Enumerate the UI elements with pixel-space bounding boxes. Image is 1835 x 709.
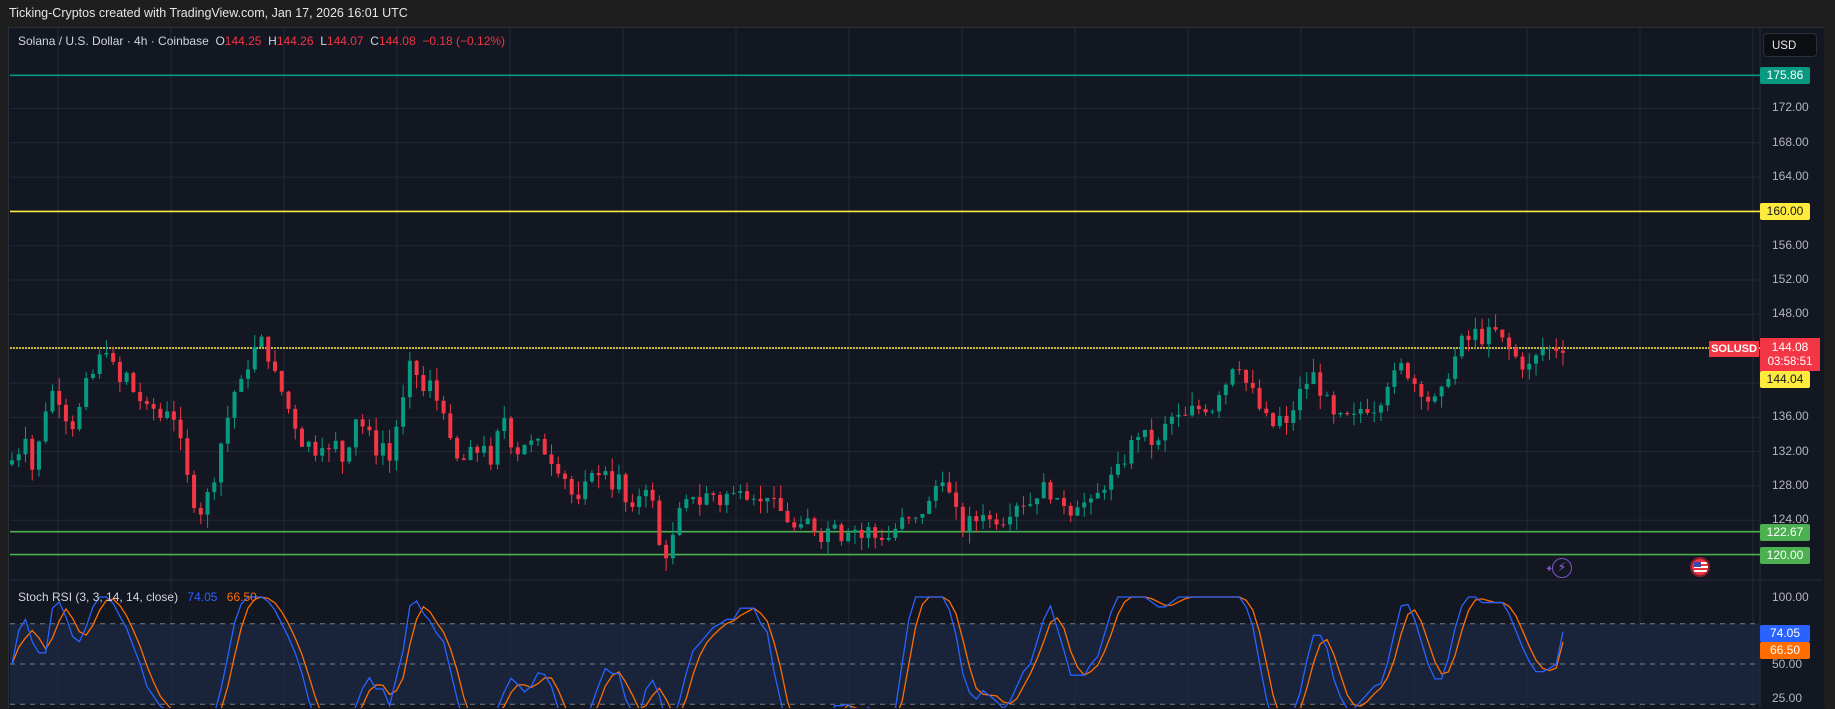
- level-tag: 175.86: [1760, 67, 1810, 85]
- price-tick: 156.00: [1772, 237, 1809, 252]
- level-tag: 160.00: [1760, 203, 1810, 221]
- last-price: 144.08: [1771, 340, 1809, 354]
- currency-button[interactable]: USD: [1763, 33, 1817, 57]
- rsi-d-tag: 66.50: [1760, 642, 1810, 659]
- prev-close-tag: 144.04: [1760, 371, 1810, 388]
- high-value: 144.26: [276, 34, 314, 48]
- price-tick: 132.00: [1772, 443, 1809, 458]
- bar-countdown: 03:58:51: [1767, 356, 1813, 368]
- price-tick: 136.00: [1772, 409, 1809, 424]
- change-value: −0.18 (−0.12%): [422, 34, 506, 48]
- sparkle-icon: ✦: [1545, 564, 1554, 575]
- symbol-title: Solana / U.S. Dollar · 4h · Coinbase: [18, 34, 209, 48]
- stoch-rsi-d-value: 66.50: [226, 590, 257, 604]
- low-value: 144.07: [326, 34, 364, 48]
- stoch-rsi-k-value: 74.05: [187, 590, 218, 604]
- price-tick: 152.00: [1772, 272, 1809, 287]
- open-value: 144.25: [224, 34, 262, 48]
- stoch-rsi-title: Stoch RSI (3, 3, 14, 14, close): [18, 590, 179, 604]
- rsi-tick-50: 50.00: [1772, 657, 1803, 671]
- close-value: 144.08: [378, 34, 416, 48]
- price-tick: 168.00: [1772, 134, 1809, 149]
- rsi-k-tag: 74.05: [1760, 625, 1810, 642]
- last-price-tag: 144.08 03:58:51: [1760, 338, 1820, 371]
- level-tag: 120.00: [1760, 546, 1810, 564]
- lightning-event-icon[interactable]: ⚡: [1552, 558, 1572, 578]
- stoch-rsi-legend: Stoch RSI (3, 3, 14, 14, close) 74.05 66…: [18, 590, 257, 604]
- price-tick: 128.00: [1772, 477, 1809, 492]
- chart-caption: Ticking-Cryptos created with TradingView…: [0, 0, 1835, 27]
- us-flag-event-icon[interactable]: [1690, 557, 1710, 577]
- level-tag: 122.67: [1760, 523, 1810, 541]
- right-border: [1824, 27, 1835, 708]
- rsi-tick-100: 100.00: [1772, 590, 1809, 604]
- price-tick: 148.00: [1772, 306, 1809, 321]
- price-tick: 124.00: [1772, 512, 1809, 527]
- price-tick: 172.00: [1772, 100, 1809, 115]
- price-tick: 164.00: [1772, 169, 1809, 184]
- symbol-tag: SOLUSD: [1709, 341, 1759, 357]
- symbol-legend: Solana / U.S. Dollar · 4h · Coinbase O14…: [18, 34, 506, 48]
- rsi-tick-25: 25.00: [1772, 691, 1803, 705]
